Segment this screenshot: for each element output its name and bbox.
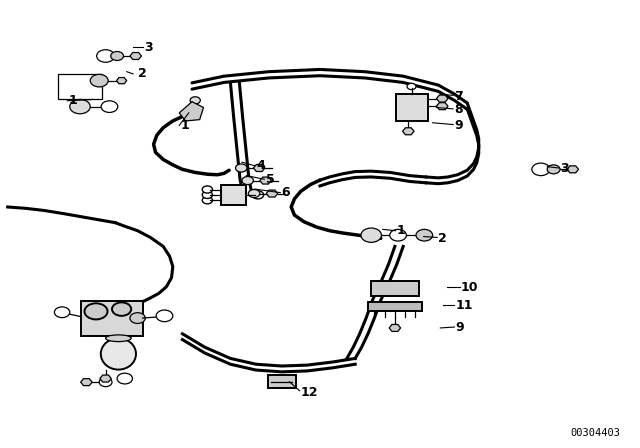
Circle shape [97, 50, 115, 62]
Circle shape [242, 177, 253, 185]
Circle shape [130, 313, 145, 323]
Polygon shape [116, 78, 127, 84]
Polygon shape [403, 128, 414, 135]
Bar [396, 94, 428, 121]
Circle shape [407, 83, 416, 90]
Text: 3: 3 [144, 40, 152, 54]
Text: 9: 9 [454, 119, 463, 132]
Circle shape [236, 164, 247, 172]
Text: 12: 12 [301, 385, 318, 399]
Text: 7: 7 [454, 90, 463, 103]
Text: 6: 6 [282, 186, 290, 199]
Circle shape [111, 52, 124, 60]
Circle shape [90, 74, 108, 87]
Circle shape [390, 229, 406, 241]
Polygon shape [436, 103, 448, 110]
Text: 9: 9 [456, 321, 464, 335]
Circle shape [54, 307, 70, 318]
Ellipse shape [106, 335, 131, 342]
Circle shape [117, 373, 132, 384]
Circle shape [532, 163, 550, 176]
Circle shape [202, 186, 212, 193]
Text: 1: 1 [397, 224, 406, 237]
Circle shape [101, 101, 118, 112]
Polygon shape [567, 166, 579, 173]
Bar [368, 302, 422, 311]
Circle shape [112, 302, 131, 316]
Bar [371, 281, 419, 296]
Text: 00304403: 00304403 [571, 428, 621, 438]
Polygon shape [253, 164, 265, 172]
Text: 10: 10 [461, 281, 478, 294]
Circle shape [84, 303, 108, 319]
Circle shape [248, 190, 260, 198]
Circle shape [190, 97, 200, 104]
Text: 3: 3 [560, 161, 568, 175]
Circle shape [202, 197, 212, 204]
Polygon shape [389, 324, 401, 332]
Text: 11: 11 [456, 299, 473, 312]
Text: 8: 8 [454, 103, 463, 116]
Polygon shape [130, 52, 141, 60]
Polygon shape [260, 177, 271, 184]
Text: 2: 2 [138, 67, 147, 81]
Text: 5: 5 [266, 172, 275, 186]
Circle shape [252, 191, 264, 199]
Bar [81, 301, 143, 336]
Polygon shape [81, 379, 92, 386]
Polygon shape [266, 190, 278, 197]
Text: 4: 4 [256, 159, 265, 172]
Circle shape [99, 378, 112, 387]
Text: 1: 1 [68, 94, 77, 108]
Circle shape [156, 310, 173, 322]
Circle shape [416, 229, 433, 241]
Polygon shape [100, 375, 111, 382]
Circle shape [361, 228, 381, 242]
Text: 1: 1 [180, 119, 189, 132]
Polygon shape [436, 95, 448, 102]
Bar [58, 74, 102, 99]
Circle shape [547, 165, 560, 174]
Text: 2: 2 [438, 232, 447, 245]
Polygon shape [179, 102, 204, 121]
Bar [268, 375, 296, 388]
Circle shape [202, 191, 212, 198]
Circle shape [70, 99, 90, 114]
Ellipse shape [101, 338, 136, 370]
Bar [221, 185, 246, 205]
